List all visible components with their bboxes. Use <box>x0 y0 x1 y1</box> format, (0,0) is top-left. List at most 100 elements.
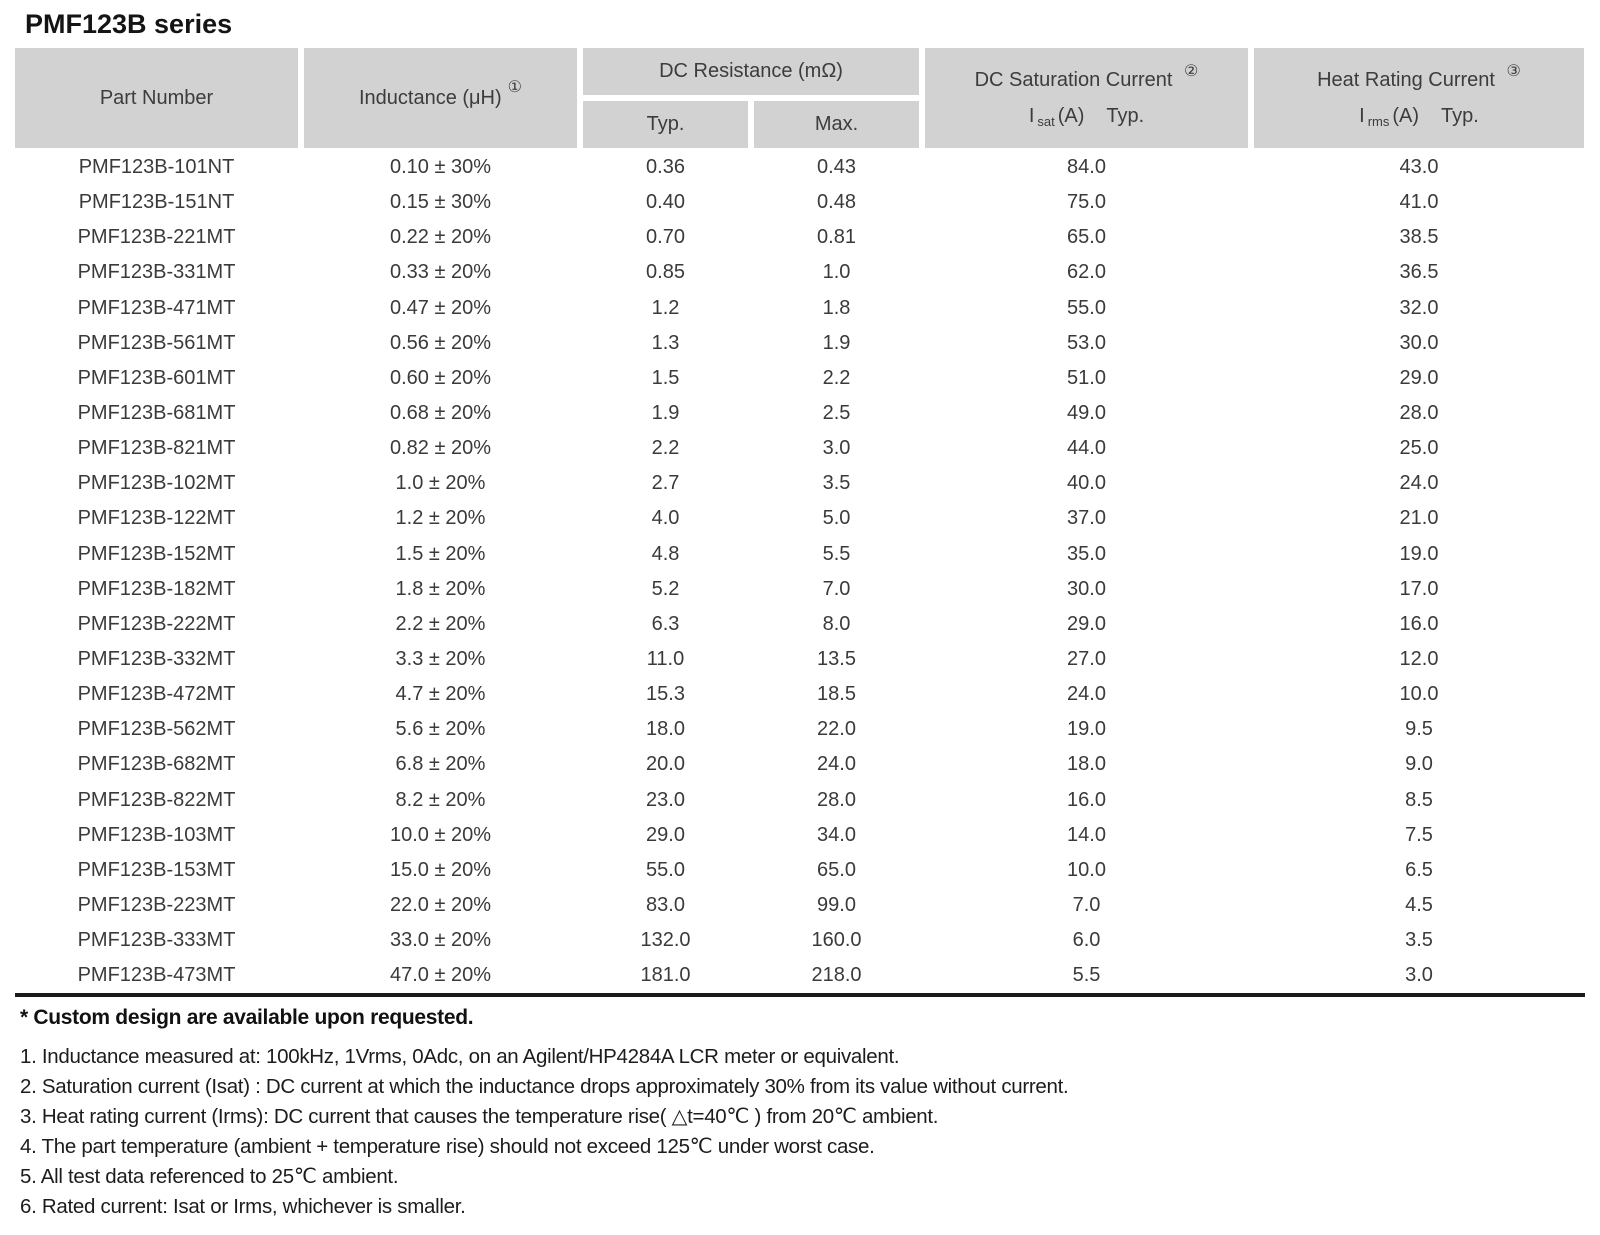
dcr-max-cell: 28.0 <box>817 788 856 811</box>
dcr-max-cell: 1.8 <box>822 296 851 319</box>
inductance-cell: 3.3 ± 20% <box>395 648 486 671</box>
part-number-cell: PMF123B-561MT <box>77 331 236 354</box>
inductance-cell: 8.2 ± 20% <box>395 788 486 811</box>
dcr-max-cell: 5.5 <box>822 542 851 565</box>
dcr-max-cell: 65.0 <box>817 858 856 881</box>
header-dcr-typ: Typ. <box>583 101 748 148</box>
table-row: PMF123B-153MT 15.0 ± 20% 55.0 65.0 10.0 … <box>15 853 1585 888</box>
header-part-number-label: Part Number <box>99 86 214 109</box>
inductance-cell: 6.8 ± 20% <box>395 753 486 776</box>
irms-qualifier: Typ. <box>1441 104 1479 127</box>
dcr-typ-cell: 23.0 <box>646 788 685 811</box>
footnotes: 1. Inductance measured at: 100kHz, 1Vrms… <box>20 1042 1585 1222</box>
dcr-max-cell: 1.9 <box>822 331 851 354</box>
table-row: PMF123B-682MT 6.8 ± 20% 20.0 24.0 18.0 9… <box>15 747 1585 782</box>
header-dcr-max: Max. <box>754 101 919 148</box>
part-number-cell: PMF123B-333MT <box>77 929 236 952</box>
table-header: Part Number Inductance (μH) ① DC Resista… <box>15 48 1585 148</box>
table-row: PMF123B-822MT 8.2 ± 20% 23.0 28.0 16.0 8… <box>15 783 1585 818</box>
table-row: PMF123B-561MT 0.56 ± 20% 1.3 1.9 53.0 30… <box>15 326 1585 361</box>
irms-cell: 28.0 <box>1399 402 1439 425</box>
irms-subscript: rms <box>1367 113 1390 129</box>
isat-cell: 27.0 <box>1067 648 1106 671</box>
part-number-cell: PMF123B-471MT <box>77 296 236 319</box>
dcr-max-cell: 8.0 <box>822 612 851 635</box>
table-row: PMF123B-182MT 1.8 ± 20% 5.2 7.0 30.0 17.… <box>15 572 1585 607</box>
header-inductance: Inductance (μH) ① <box>304 48 577 148</box>
part-number-cell: PMF123B-472MT <box>77 683 236 706</box>
dcr-typ-cell: 4.0 <box>651 507 680 530</box>
dcr-max-cell: 0.48 <box>817 191 856 214</box>
dcr-typ-cell: 4.8 <box>651 542 680 565</box>
isat-cell: 14.0 <box>1067 823 1106 846</box>
table-row: PMF123B-122MT 1.2 ± 20% 4.0 5.0 37.0 21.… <box>15 501 1585 536</box>
irms-cell: 9.5 <box>1405 718 1433 741</box>
isat-cell: 30.0 <box>1067 577 1106 600</box>
irms-cell: 30.0 <box>1399 331 1439 354</box>
dcr-max-cell: 5.0 <box>822 507 851 530</box>
table-row: PMF123B-562MT 5.6 ± 20% 18.0 22.0 19.0 9… <box>15 712 1585 747</box>
irms-cell: 3.5 <box>1405 929 1433 952</box>
dcr-max-cell: 218.0 <box>811 964 862 987</box>
part-number-cell: PMF123B-331MT <box>77 261 236 284</box>
part-number-cell: PMF123B-473MT <box>77 964 236 987</box>
header-heat-rating-label: Heat Rating Current <box>1317 68 1495 91</box>
inductance-cell: 1.0 ± 20% <box>395 472 486 495</box>
header-dcr-max-label: Max. <box>814 113 859 135</box>
dcr-max-cell: 160.0 <box>811 929 862 952</box>
irms-cell: 21.0 <box>1399 507 1439 530</box>
inductance-cell: 0.33 ± 20% <box>389 261 492 284</box>
isat-cell: 5.5 <box>1072 964 1101 987</box>
dcr-typ-cell: 55.0 <box>646 858 685 881</box>
isat-cell: 24.0 <box>1067 683 1106 706</box>
isat-cell: 18.0 <box>1067 753 1106 776</box>
inductance-cell: 0.22 ± 20% <box>389 226 492 249</box>
dcr-max-cell: 7.0 <box>822 577 851 600</box>
header-dc-saturation-title: DC Saturation Current ② <box>975 63 1199 92</box>
dcr-max-cell: 3.0 <box>822 437 851 460</box>
isat-cell: 65.0 <box>1067 226 1106 249</box>
isat-cell: 62.0 <box>1067 261 1106 284</box>
custom-design-note: * Custom design are available upon reque… <box>20 1006 474 1030</box>
table-row: PMF123B-102MT 1.0 ± 20% 2.7 3.5 40.0 24.… <box>15 466 1585 501</box>
dcr-typ-cell: 2.7 <box>651 472 680 495</box>
irms-cell: 6.5 <box>1405 858 1433 881</box>
table-row: PMF123B-222MT 2.2 ± 20% 6.3 8.0 29.0 16.… <box>15 607 1585 642</box>
irms-cell: 25.0 <box>1399 437 1439 460</box>
dcr-typ-cell: 5.2 <box>651 577 680 600</box>
irms-cell: 4.5 <box>1405 894 1433 917</box>
irms-cell: 19.0 <box>1399 542 1439 565</box>
table-row: PMF123B-103MT 10.0 ± 20% 29.0 34.0 14.0 … <box>15 818 1585 853</box>
irms-cell: 43.0 <box>1399 156 1439 179</box>
inductance-cell: 0.56 ± 20% <box>389 331 492 354</box>
inductance-cell: 1.8 ± 20% <box>395 577 486 600</box>
dcr-typ-cell: 0.85 <box>646 261 685 284</box>
table-row: PMF123B-681MT 0.68 ± 20% 1.9 2.5 49.0 28… <box>15 396 1585 431</box>
dcr-max-cell: 2.2 <box>822 366 851 389</box>
inductance-cell: 2.2 ± 20% <box>395 612 486 635</box>
dcr-typ-cell: 1.2 <box>651 296 680 319</box>
inductance-cell: 1.2 ± 20% <box>395 507 486 530</box>
inductance-cell: 0.82 ± 20% <box>389 437 492 460</box>
isat-qualifier: Typ. <box>1106 104 1145 127</box>
irms-cell: 36.5 <box>1399 261 1439 284</box>
irms-cell: 29.0 <box>1399 366 1439 389</box>
isat-cell: 37.0 <box>1067 507 1106 530</box>
isat-unit: (A) <box>1057 104 1085 127</box>
dcr-typ-cell: 0.36 <box>646 156 685 179</box>
isat-cell: 10.0 <box>1067 858 1106 881</box>
part-number-cell: PMF123B-182MT <box>77 577 236 600</box>
table-row: PMF123B-223MT 22.0 ± 20% 83.0 99.0 7.0 4… <box>15 888 1585 923</box>
header-dcr-typ-label: Typ. <box>646 113 685 135</box>
inductance-cell: 4.7 ± 20% <box>395 683 486 706</box>
part-number-cell: PMF123B-152MT <box>77 542 236 565</box>
dcr-typ-cell: 29.0 <box>646 823 685 846</box>
table-row: PMF123B-221MT 0.22 ± 20% 0.70 0.81 65.0 … <box>15 220 1585 255</box>
table-row: PMF123B-331MT 0.33 ± 20% 0.85 1.0 62.0 3… <box>15 255 1585 290</box>
part-number-cell: PMF123B-122MT <box>77 507 236 530</box>
part-number-cell: PMF123B-562MT <box>77 718 236 741</box>
dcr-typ-cell: 181.0 <box>640 964 691 987</box>
part-number-cell: PMF123B-223MT <box>77 894 236 917</box>
dcr-typ-cell: 1.5 <box>651 366 680 389</box>
